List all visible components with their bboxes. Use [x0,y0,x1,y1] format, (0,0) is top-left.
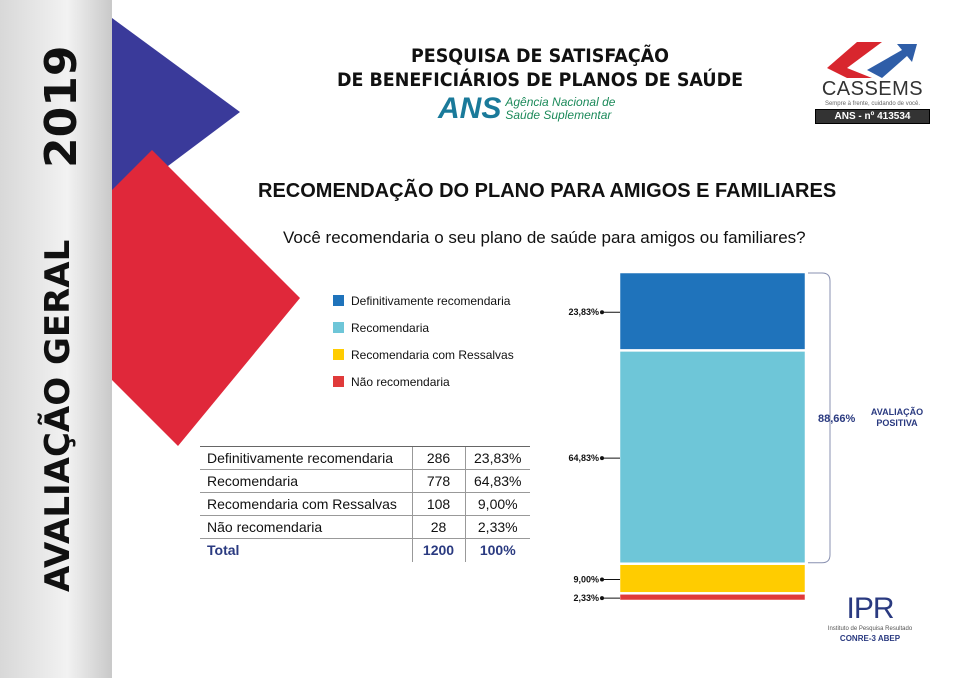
ans-logo: ANS Agência Nacional de Saúde Suplementar [438,92,615,126]
row-label: Recomendaria com Ressalvas [200,492,412,516]
data-label: 9,00% [573,575,599,585]
legend-label: Recomendaria [351,320,430,335]
legend-label: Recomendaria com Ressalvas [351,347,514,362]
row-label: Recomendaria [200,469,412,493]
row-percent: 2,33% [464,515,530,539]
legend-label: Não recomendaria [351,374,450,389]
red-diamond [112,150,300,446]
table-total-row: Total 1200 100% [200,538,530,562]
legend-swatch [333,295,344,306]
positive-bracket [808,272,831,564]
bar-segment [619,564,806,593]
stacked-bar-chart: 23,83% 64,83% 9,00% 2,33% 88,66% AVALIAÇÃOPOS… [568,272,923,603]
chart-legend: Definitivamente recomendaria Recomendaria… [333,287,514,395]
cassems-name: CASSEMS [821,78,924,100]
legend-swatch [333,349,344,360]
legend-swatch [333,322,344,333]
data-label: 2,33% [573,593,599,603]
ans-mark: ANS [438,92,502,125]
legend-label: Definitivamente recomendaria [351,293,511,308]
ans-line1: Agência Nacional de [505,95,616,109]
total-label: Total [200,538,412,562]
bar-segment [619,594,806,601]
total-count: 1200 [411,538,465,562]
table-row: Não recomendaria 28 2,33% [200,515,530,539]
total-percent: 100% [464,538,530,562]
partner-logos: CONRE-3 ABEP [839,634,901,643]
legend-swatch [333,376,344,387]
row-percent: 9,00% [464,492,530,516]
survey-title: PESQUISA DE SATISFAÇÃO DE BENEFICIÁRIOS … [319,44,761,92]
ans-number: ANS - nº 413534 [815,109,930,124]
ipr-subtitle: Instituto de Pesquisa Resultado [827,626,913,632]
legend-item: Recomendaria com Ressalvas [333,341,514,368]
section-title: AVALIAÇÃO GERAL [38,239,78,592]
legend-item: Definitivamente recomendaria [333,287,514,314]
year-label: 2019 [36,45,87,168]
bracket-label-line2: POSITIVA [876,418,918,428]
page-title: RECOMENDAÇÃO DO PLANO PARA AMIGOS E FAMI… [258,180,837,202]
bar-segment [619,272,806,350]
row-label: Não recomendaria [200,515,412,539]
label-dot [600,310,604,315]
cassems-logo: CASSEMS Sempre à frente, cuidando de voc… [815,40,930,124]
cassems-arrow-icon [827,42,917,78]
row-count: 778 [411,469,465,493]
label-dot [600,596,604,601]
ipr-mark: IPR [846,592,894,625]
data-label: 64,83% [568,453,599,463]
table-row: Definitivamente recomendaria 286 23,83% [200,446,530,470]
data-label: 23,83% [568,307,599,317]
bracket-label-line1: AVALIAÇÃO [871,407,923,417]
side-strip: AVALIAÇÃO GERAL 2019 [0,0,112,678]
row-percent: 23,83% [464,446,530,470]
title-line2: DE BENEFICIÁRIOS DE PLANOS DE SAÚDE [336,69,744,91]
ipr-logo: IPR Instituto de Pesquisa Resultado CONR… [815,592,925,643]
legend-item: Não recomendaria [333,368,514,395]
decorative-shapes [112,18,300,446]
results-table: Definitivamente recomendaria 286 23,83% Rec… [200,446,530,562]
row-count: 28 [411,515,465,539]
row-label: Definitivamente recomendaria [200,446,412,470]
question-text: Você recomendaria o seu plano de saúde p… [283,228,806,247]
label-dot [600,577,604,582]
cassems-slogan: Sempre à frente, cuidando de você. [824,101,921,107]
label-dot [600,456,604,461]
bar-segment [619,351,806,563]
row-percent: 64,83% [464,469,530,493]
row-count: 286 [411,446,465,470]
ans-line2: Saúde Suplementar [505,108,612,122]
legend-item: Recomendaria [333,314,514,341]
row-count: 108 [411,492,465,516]
table-row: Recomendaria com Ressalvas 108 9,00% [200,492,530,516]
title-line1: PESQUISA DE SATISFAÇÃO [410,45,670,67]
table-row: Recomendaria 778 64,83% [200,469,530,493]
bracket-value: 88,66% [818,413,856,425]
